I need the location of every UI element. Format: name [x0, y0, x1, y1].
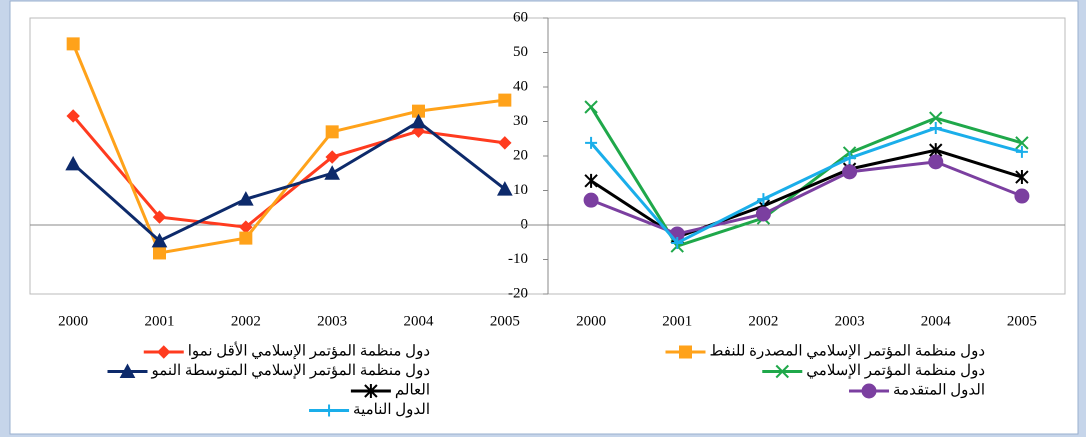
- legend-marker: [775, 364, 789, 379]
- point: [498, 93, 512, 107]
- x-tick-label: 2004: [921, 313, 952, 329]
- legend-marker: [364, 384, 378, 398]
- point: [1015, 145, 1028, 158]
- legend-label: الدول المتقدمة: [893, 382, 985, 398]
- legend-marker-group: [157, 345, 171, 359]
- legend-marker-group: [861, 383, 877, 399]
- point: [1015, 136, 1029, 150]
- x-tick-label: 2002: [231, 313, 261, 329]
- x-tick-label: 2001: [145, 313, 175, 329]
- legend-marker-group: [119, 363, 136, 378]
- legend-entry: الدول المتقدمة: [849, 382, 985, 399]
- legend-marker: [861, 383, 877, 399]
- series-line: [589, 106, 1023, 248]
- point: [153, 246, 166, 260]
- point: [755, 206, 771, 222]
- x-tick-label: 2003: [317, 313, 347, 329]
- y-tick-label: 50: [513, 44, 528, 60]
- legend-label: الدول النامية: [353, 402, 430, 418]
- x-tick-label: 2004: [404, 313, 435, 329]
- point: [324, 165, 341, 180]
- series-line: [589, 126, 1023, 245]
- legend-entry: العالم: [350, 382, 430, 398]
- y-tick-label: 10: [513, 182, 528, 198]
- legend-entry: دول منظمة المؤتمر الإسلامي المتوسطة النم…: [107, 363, 431, 379]
- x-tick-label: 2000: [576, 313, 606, 329]
- point: [325, 150, 339, 164]
- legend-marker-group: [323, 404, 336, 417]
- legend-entry: الدول النامية: [309, 402, 430, 418]
- point: [410, 113, 427, 129]
- legend-label: دول منظمة المؤتمر الإسلامي المتوسطة النم…: [151, 363, 431, 379]
- point: [583, 192, 599, 208]
- legend-label: دول منظمة المؤتمر الإسلامي الأقل نموا: [188, 341, 430, 359]
- point: [757, 193, 770, 206]
- point: [843, 152, 856, 165]
- legend-marker: [157, 345, 171, 359]
- point: [239, 231, 253, 245]
- legend-entry: دول منظمة المؤتمر الإسلامي الأقل نموا: [143, 341, 430, 359]
- point: [66, 37, 80, 51]
- y-tick-label: 20: [513, 147, 528, 163]
- legend-marker-group: [364, 384, 378, 398]
- point: [928, 154, 944, 170]
- x-tick-label: 2005: [1007, 313, 1037, 329]
- x-tick-label: 2003: [835, 313, 865, 329]
- chart-area: [9, 0, 1079, 435]
- legend-marker: [679, 345, 692, 359]
- x-tick-label: 2002: [748, 313, 778, 329]
- point: [237, 191, 254, 206]
- point: [151, 232, 168, 248]
- point: [325, 125, 339, 139]
- y-tick-label: 0: [521, 216, 529, 232]
- y-tick-label: 40: [513, 78, 528, 94]
- legend-label: دول منظمة المؤتمر الإسلامي: [806, 363, 985, 379]
- point: [66, 109, 80, 123]
- point: [584, 173, 598, 188]
- legend-label: العالم: [395, 382, 430, 398]
- legend-entry: دول منظمة المؤتمر الإسلامي: [762, 363, 985, 379]
- point: [1015, 170, 1029, 185]
- point: [584, 100, 598, 114]
- series-line: [72, 120, 506, 243]
- point: [498, 136, 512, 150]
- legend-marker: [323, 404, 336, 417]
- x-tick-label: 2000: [58, 313, 88, 329]
- y-tick-label: -10: [508, 251, 528, 267]
- x-tick-label: 2005: [490, 313, 520, 329]
- point: [671, 236, 684, 249]
- y-tick-label: 30: [513, 113, 528, 129]
- y-tick-label: -20: [508, 285, 528, 301]
- legend-entry: دول منظمة المؤتمر الإسلامي المصدرة للنفط: [665, 343, 986, 359]
- point: [929, 111, 943, 125]
- point: [1014, 188, 1030, 204]
- legend-label: دول منظمة المؤتمر الإسلامي المصدرة للنفط: [710, 343, 986, 359]
- point: [585, 136, 598, 149]
- point: [152, 210, 167, 224]
- legend-marker-group: [679, 345, 692, 359]
- point: [496, 181, 513, 196]
- legend-marker: [119, 363, 136, 378]
- point: [65, 155, 82, 171]
- y-tick-label: 60: [513, 9, 528, 25]
- point: [842, 164, 858, 180]
- legend-marker-group: [775, 364, 789, 379]
- x-tick-label: 2001: [662, 313, 692, 329]
- point: [929, 122, 942, 135]
